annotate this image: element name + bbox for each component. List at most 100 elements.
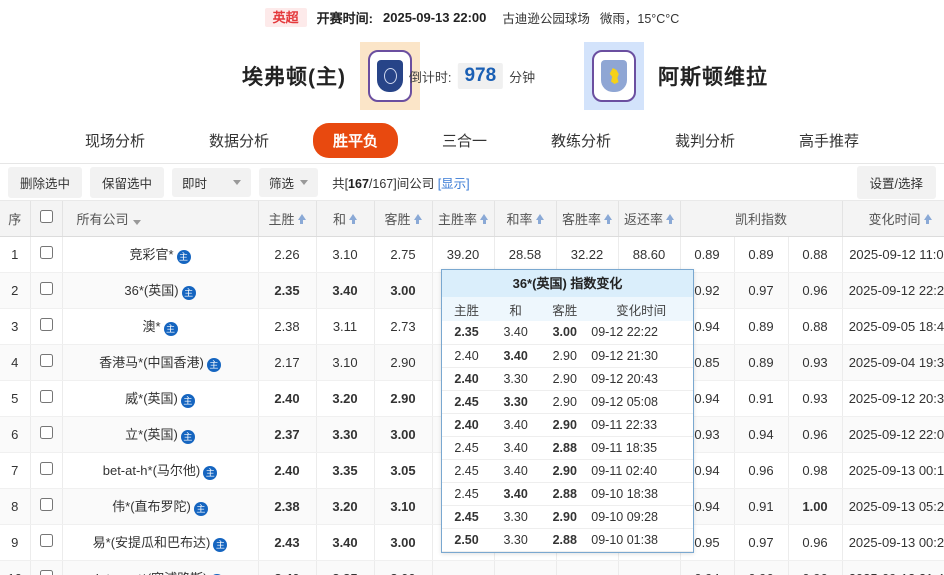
rate-home-win: 39.20 — [432, 236, 495, 273]
rate-away-win: 32.22 — [556, 236, 619, 273]
popup-time: 09-10 01:38 — [589, 528, 693, 552]
live-mode-dropdown[interactable]: 即时 — [172, 167, 252, 197]
row-checkbox[interactable] — [39, 282, 53, 295]
chevron-down-icon — [132, 219, 141, 225]
row-checkbox-cell[interactable] — [30, 416, 63, 453]
odds-away-win: 2.75 — [374, 236, 433, 273]
keep-selected-button[interactable]: 保留选中 — [90, 166, 165, 198]
row-checkbox[interactable] — [39, 534, 53, 547]
kelly-away: 0.96 — [788, 524, 843, 561]
kelly-draw: 0.97 — [734, 524, 789, 561]
tab-4[interactable]: 教练分析 — [551, 133, 612, 150]
company-name-cell[interactable]: 易*(安提瓜和巴布达) 主 — [62, 524, 259, 561]
select-all-checkbox[interactable] — [39, 210, 53, 224]
odds-away-win: 3.00 — [374, 560, 433, 575]
popup-home-win: 2.40 — [442, 344, 492, 368]
kelly-home: 0.89 — [680, 236, 735, 273]
odds-draw: 3.40 — [316, 524, 375, 561]
tab-2[interactable]: 胜平负 — [312, 123, 398, 158]
home-badge-icon: 主 — [203, 466, 218, 480]
header-company[interactable]: 所有公司 — [62, 201, 259, 237]
popup-row: 2.45 3.40 2.88 09-10 18:38 — [442, 482, 693, 506]
row-index: 2 — [0, 272, 31, 309]
row-checkbox-cell[interactable] — [30, 236, 63, 273]
change-time: 2025-09-12 20:39 — [842, 380, 944, 417]
kelly-away: 0.88 — [788, 308, 843, 345]
row-checkbox-cell[interactable] — [30, 560, 63, 575]
row-checkbox-cell[interactable] — [30, 380, 63, 417]
company-name-cell[interactable]: bet-at-h*(马尔他) 主 — [62, 452, 259, 489]
row-checkbox-cell[interactable] — [30, 272, 63, 309]
header-draw[interactable]: 和 — [316, 201, 375, 237]
row-checkbox[interactable] — [39, 246, 53, 259]
row-checkbox-cell[interactable] — [30, 524, 63, 561]
sort-up-icon — [480, 214, 488, 225]
rate-draw — [494, 560, 557, 575]
row-checkbox[interactable] — [39, 498, 53, 511]
popup-header-row: 主胜 和 客胜 变化时间 — [442, 297, 693, 321]
tab-1[interactable]: 数据分析 — [208, 133, 269, 150]
popup-home-win: 2.45 — [442, 436, 492, 460]
header-away-win-rate[interactable]: 客胜率 — [556, 201, 619, 237]
company-name-cell[interactable]: 香港马*(中国香港) 主 — [62, 344, 259, 381]
tab-6[interactable]: 高手推荐 — [799, 133, 860, 150]
popup-time: 09-11 02:40 — [589, 459, 693, 483]
header-return-rate[interactable]: 返还率 — [618, 201, 681, 237]
company-name-cell[interactable]: Interwet*(塞浦路斯)主 — [62, 560, 259, 575]
table-header-row: 序 所有公司 主胜 和 客胜 主胜率 和率 客胜率 返还率 凯利指数 变化时间 — [0, 201, 944, 237]
header-draw-rate[interactable]: 和率 — [494, 201, 557, 237]
row-index: 8 — [0, 488, 31, 525]
row-checkbox[interactable] — [39, 570, 53, 575]
row-checkbox[interactable] — [39, 390, 53, 403]
company-name-cell[interactable]: 澳* 主 — [62, 308, 259, 345]
popup-header-change-time: 变化时间 — [589, 297, 693, 321]
popup-draw: 3.40 — [491, 413, 541, 437]
header-home-win-rate[interactable]: 主胜率 — [432, 201, 495, 237]
company-name-cell[interactable]: 伟*(直布罗陀) 主 — [62, 488, 259, 525]
tab-5[interactable]: 裁判分析 — [675, 133, 736, 150]
row-checkbox-cell[interactable] — [30, 308, 63, 345]
company-name-cell[interactable]: 竞彩官* 主 — [62, 236, 259, 273]
sort-up-icon — [349, 214, 357, 225]
row-checkbox-cell[interactable] — [30, 488, 63, 525]
live-mode-label: 即时 — [182, 176, 208, 191]
company-name-cell[interactable]: 立*(英国) 主 — [62, 416, 259, 453]
table-row[interactable]: 1 竞彩官* 主 2.26 3.10 2.75 39.20 28.58 32.22 88.60 0.… — [0, 236, 944, 273]
kelly-draw: 0.89 — [734, 236, 789, 273]
company-name-cell[interactable]: 威*(英国) 主 — [62, 380, 259, 417]
row-checkbox-cell[interactable] — [30, 452, 63, 489]
tab-0[interactable]: 现场分析 — [84, 133, 145, 150]
change-time: 2025-09-05 18:41 — [842, 308, 944, 345]
table-row[interactable]: 10Interwet*(塞浦路斯)主2.403.353.000.940.960.… — [0, 560, 944, 575]
delete-selected-button[interactable]: 删除选中 — [8, 166, 83, 198]
kelly-draw: 0.89 — [734, 308, 789, 345]
header-change-time[interactable]: 变化时间 — [842, 201, 944, 237]
sort-up-icon — [923, 214, 932, 225]
teams-header: 埃弗顿(主) 倒计时: 978 分钟 阿斯顿维拉 — [0, 34, 944, 118]
odds-draw: 3.10 — [316, 236, 375, 273]
popup-away-win: 2.90 — [540, 344, 590, 368]
away-crest-icon — [584, 42, 644, 110]
header-home-win[interactable]: 主胜 — [258, 201, 317, 237]
odds-away-win: 3.10 — [374, 488, 433, 525]
row-checkbox[interactable] — [39, 318, 53, 331]
row-checkbox[interactable] — [39, 462, 53, 475]
row-checkbox-cell[interactable] — [30, 344, 63, 381]
league-badge: 英超 — [264, 7, 307, 27]
row-checkbox[interactable] — [39, 426, 53, 439]
tab-3[interactable]: 三合一 — [441, 133, 487, 150]
kelly-away: 0.93 — [788, 380, 843, 417]
settings-button[interactable]: 设置/选择 — [856, 165, 936, 199]
home-badge-icon: 主 — [181, 286, 196, 300]
row-checkbox[interactable] — [39, 354, 53, 367]
show-link[interactable]: [显示] — [437, 176, 470, 191]
popup-home-win: 2.45 — [442, 482, 492, 506]
company-name-cell[interactable]: 36*(英国) 主 — [62, 272, 259, 309]
row-index: 5 — [0, 380, 31, 417]
popup-time: 09-10 09:28 — [589, 505, 693, 529]
odds-away-win: 3.05 — [374, 452, 433, 489]
filter-label: 筛选 — [269, 176, 295, 191]
header-select-all[interactable] — [30, 201, 63, 237]
header-away-win[interactable]: 客胜 — [374, 201, 433, 237]
filter-dropdown[interactable]: 筛选 — [259, 167, 319, 197]
